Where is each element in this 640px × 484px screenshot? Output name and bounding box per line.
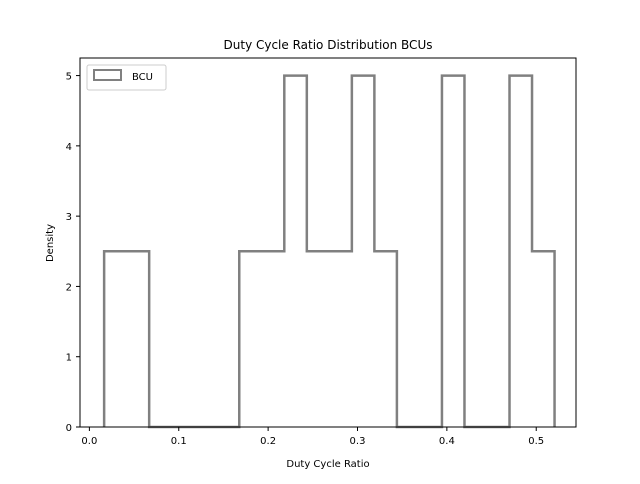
x-tick-label: 0.5 <box>528 436 544 447</box>
y-tick-label: 4 <box>66 142 72 153</box>
x-tick-label: 0.2 <box>260 436 276 447</box>
legend-frame <box>86 64 167 91</box>
legend-swatch <box>93 69 122 81</box>
axes: 0.0 0.1 0.2 0.3 0.4 0.5 0 1 2 3 4 5 <box>66 57 577 447</box>
y-axis-label: Density <box>45 224 56 262</box>
y-tick-label: 0 <box>66 423 72 434</box>
axes-frame <box>79 57 577 428</box>
y-tick-label: 1 <box>66 353 72 364</box>
legend: BCU <box>86 64 167 91</box>
x-tick-label: 0.3 <box>350 436 366 447</box>
y-tick-label: 2 <box>66 282 72 293</box>
legend-label-bcu: BCU <box>132 72 153 83</box>
y-tick-label: 3 <box>66 212 72 223</box>
x-axis-label: Duty Cycle Ratio <box>286 459 369 470</box>
x-tick-label: 0.0 <box>81 436 97 447</box>
chart-title: Duty Cycle Ratio Distribution BCUs <box>224 38 433 52</box>
x-tick-label: 0.4 <box>439 436 455 447</box>
y-tick-label: 5 <box>66 72 72 83</box>
x-tick-label: 0.1 <box>171 436 187 447</box>
